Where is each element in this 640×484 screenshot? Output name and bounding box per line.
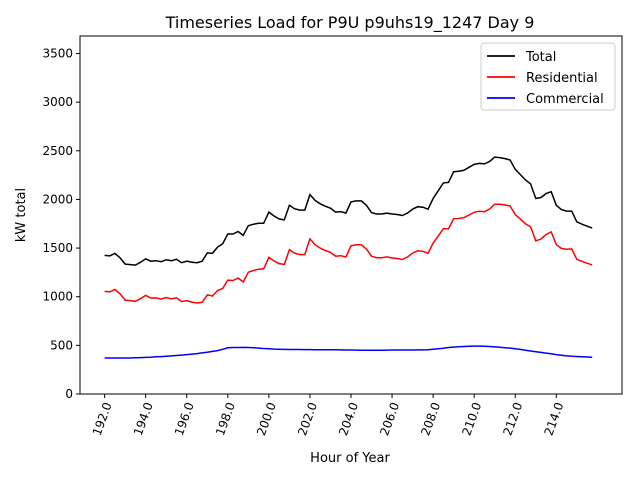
y-axis-label: kW total xyxy=(14,188,29,242)
y-tick-label: 0 xyxy=(65,387,73,401)
x-axis-label: Hour of Year xyxy=(310,451,390,466)
chart-title: Timeseries Load for P9U p9uhs19_1247 Day… xyxy=(165,13,535,33)
y-tick-label: 2000 xyxy=(42,192,73,206)
y-tick-label: 500 xyxy=(50,338,73,352)
y-tick-label: 3500 xyxy=(42,47,73,61)
legend-label-total: Total xyxy=(525,50,556,65)
y-tick-label: 3000 xyxy=(42,95,73,109)
legend-label-residential: Residential xyxy=(526,71,598,86)
series-line-residential xyxy=(104,203,593,304)
legend-label-commercial: Commercial xyxy=(526,92,604,107)
series-line-commercial xyxy=(104,345,593,359)
legend: Total Residential Commercial xyxy=(480,42,616,111)
y-tick-label: 1000 xyxy=(42,290,73,304)
y-tick-label: 1500 xyxy=(42,241,73,255)
series-line-total xyxy=(104,156,593,266)
y-tick-label: 2500 xyxy=(42,144,73,158)
